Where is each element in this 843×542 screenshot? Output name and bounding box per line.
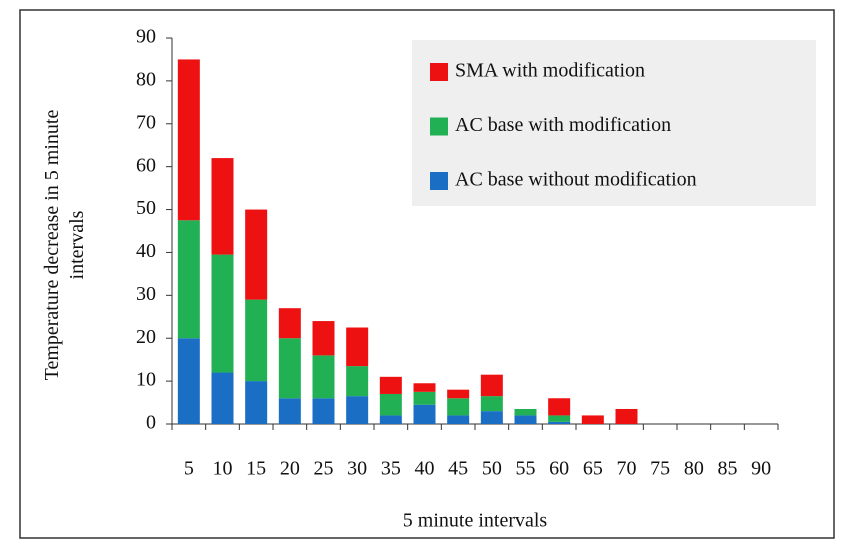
bar-segment xyxy=(581,415,604,424)
bar-segment xyxy=(278,338,301,399)
x-tick-label: 90 xyxy=(751,458,771,480)
bar-segment xyxy=(480,396,503,412)
x-tick-label: 75 xyxy=(650,458,670,480)
legend-swatch xyxy=(430,117,448,136)
x-tick-label: 60 xyxy=(549,458,569,480)
legend-label: AC base without modification xyxy=(455,169,697,191)
bar-segment xyxy=(514,408,537,416)
bar-segment xyxy=(312,398,335,424)
bar-segment xyxy=(312,321,335,356)
legend-swatch xyxy=(430,172,448,190)
x-tick-label: 10 xyxy=(213,458,233,480)
y-tick-label: 10 xyxy=(136,369,156,391)
bar-segment xyxy=(346,327,369,367)
y-tick-label: 90 xyxy=(136,26,156,48)
bar-segment xyxy=(379,376,402,394)
bar-segment xyxy=(211,158,234,255)
x-tick-label: 25 xyxy=(314,458,334,480)
bar-segment xyxy=(245,209,268,300)
bar-segment xyxy=(480,411,503,424)
bar-segment xyxy=(413,391,436,405)
y-tick-label: 50 xyxy=(136,197,156,219)
x-axis-label: 5 minute intervals xyxy=(403,510,548,532)
x-tick-label: 35 xyxy=(381,458,401,480)
bar-segment xyxy=(379,393,402,416)
bar-segment xyxy=(413,383,436,392)
y-tick-label: 40 xyxy=(136,240,156,262)
x-tick-label: 70 xyxy=(617,458,637,480)
bar-segment xyxy=(548,398,571,416)
bar-segment xyxy=(413,404,436,424)
y-tick-label: 0 xyxy=(146,412,156,434)
x-tick-label: 5 xyxy=(184,458,194,480)
legend-swatch xyxy=(430,63,448,81)
y-axis-label: Temperature decrease in 5 minute interva… xyxy=(41,109,88,381)
bar-segment xyxy=(177,220,200,339)
bar-segment xyxy=(379,415,402,424)
bar-segment xyxy=(177,59,200,221)
x-tick-label: 30 xyxy=(347,458,367,480)
x-tick-label: 50 xyxy=(482,458,502,480)
y-tick-label: 30 xyxy=(136,283,156,305)
bar-segment xyxy=(177,338,200,424)
bar-segment xyxy=(615,408,638,424)
x-tick-label: 40 xyxy=(415,458,435,480)
bar-segment xyxy=(548,421,571,424)
bar-segment xyxy=(245,299,268,382)
x-tick-label: 55 xyxy=(516,458,536,480)
x-tick-label: 80 xyxy=(684,458,704,480)
bar-segment xyxy=(514,415,537,424)
x-tick-label: 85 xyxy=(718,458,738,480)
x-tick-label: 65 xyxy=(583,458,603,480)
bar-segment xyxy=(447,389,470,399)
bar-segment xyxy=(480,374,503,397)
bar-segment xyxy=(211,372,234,424)
bar-segment xyxy=(278,398,301,424)
legend-box xyxy=(412,40,816,206)
bar-segment xyxy=(548,415,571,422)
legend-label: SMA with modification xyxy=(455,60,645,82)
x-tick-label: 15 xyxy=(246,458,266,480)
y-tick-label: 60 xyxy=(136,154,156,176)
y-tick-label: 20 xyxy=(136,326,156,348)
bar-segment xyxy=(312,355,335,399)
bar-segment xyxy=(245,381,268,424)
y-tick-label: 80 xyxy=(136,68,156,90)
x-tick-label: 20 xyxy=(280,458,300,480)
bar-segment xyxy=(278,308,301,339)
legend-label: AC base with modification xyxy=(455,114,671,136)
x-tick-label: 45 xyxy=(448,458,468,480)
bar-segment xyxy=(447,415,470,424)
bar-segment xyxy=(447,398,470,416)
chart-border xyxy=(19,9,835,539)
bar-segment xyxy=(211,254,234,373)
bar-segment xyxy=(346,396,369,424)
y-tick-label: 70 xyxy=(136,111,156,133)
bar-segment xyxy=(346,366,369,397)
